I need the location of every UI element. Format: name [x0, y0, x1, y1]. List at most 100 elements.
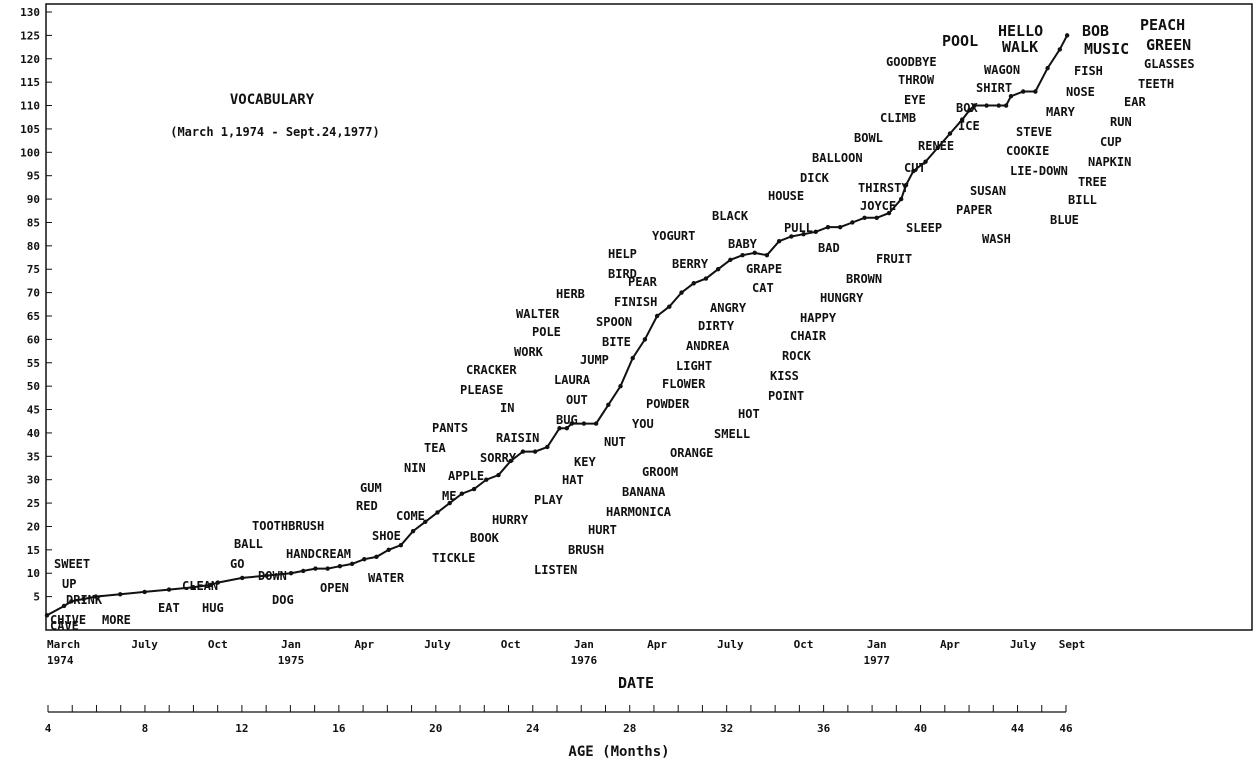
data-point — [764, 253, 770, 258]
y-tick-label: 60 — [27, 333, 40, 346]
age-tick-label: 44 — [1011, 722, 1025, 735]
data-point — [1064, 33, 1070, 38]
word-label: POOL — [942, 32, 978, 50]
word-label: STEVE — [1016, 125, 1052, 139]
data-point — [679, 290, 684, 295]
data-point — [508, 458, 513, 464]
word-label: WALK — [1002, 38, 1038, 56]
word-label: GO — [230, 557, 244, 571]
data-point — [581, 421, 587, 426]
word-label: KEY — [574, 455, 596, 469]
data-point — [362, 557, 367, 562]
y-tick-label: 125 — [20, 29, 40, 42]
y-axis: 5 10 15 20 25 30 35 40 45 50 55 60 65 70 75 80 85 90 95 100… — [20, 6, 52, 604]
data-point — [520, 449, 526, 454]
word-label: NOSE — [1066, 85, 1095, 99]
date-year-label: 1974 — [47, 654, 74, 667]
word-label: RED — [356, 499, 378, 513]
word-label: WORK — [514, 345, 544, 359]
word-label: BOOK — [470, 531, 500, 545]
word-label: MARY — [1046, 105, 1076, 119]
data-point — [789, 234, 794, 239]
word-label: BILL — [1068, 193, 1097, 207]
plot-frame — [45, 3, 1253, 631]
data-point — [691, 281, 696, 286]
word-label: BLUE — [1050, 213, 1079, 227]
data-point — [484, 477, 489, 482]
word-label: SPOON — [596, 315, 632, 329]
data-point — [398, 542, 404, 548]
word-label: SHOE — [372, 529, 401, 543]
data-point — [44, 613, 50, 618]
data-point — [654, 313, 660, 319]
age-tick-label: 32 — [720, 722, 733, 735]
word-labels: SWEETUPDRINKMORECHIVECAVECLEANEATHUGBALL… — [50, 16, 1195, 633]
word-label: HELLO — [998, 22, 1043, 40]
data-point — [557, 426, 562, 431]
word-label: BOB — [1082, 22, 1109, 40]
word-label: JOYCE — [860, 199, 896, 213]
word-label: BAD — [818, 241, 840, 255]
data-point — [947, 131, 953, 136]
data-point — [349, 561, 355, 567]
data-point — [69, 599, 74, 604]
word-label: YOGURT — [652, 229, 695, 243]
data-point — [386, 547, 391, 553]
word-label: PAPER — [956, 203, 993, 217]
word-label: FRUIT — [876, 252, 912, 266]
data-point — [208, 582, 213, 588]
y-tick-label: 75 — [27, 263, 40, 276]
word-label: EAR — [1124, 95, 1146, 109]
word-label: HOT — [738, 407, 760, 421]
word-label: NAPKIN — [1088, 155, 1131, 169]
word-label: GRAPE — [746, 262, 782, 276]
data-point — [959, 117, 965, 122]
y-tick-label: 65 — [27, 310, 40, 323]
data-point — [667, 304, 672, 309]
age-tick-label: 20 — [429, 722, 442, 735]
word-label: CUP — [1100, 135, 1122, 149]
y-tick-label: 10 — [27, 567, 40, 580]
age-tick-label: 28 — [623, 722, 636, 735]
y-tick-label: 105 — [20, 123, 40, 136]
word-label: HERB — [556, 287, 585, 301]
word-label: YOU — [632, 417, 654, 431]
data-point — [471, 486, 477, 492]
data-point — [850, 220, 855, 225]
word-label: POLE — [532, 325, 561, 339]
word-label: TEA — [424, 441, 446, 455]
y-tick-label: 80 — [27, 240, 40, 253]
word-label: SMELL — [714, 427, 750, 441]
data-point — [801, 231, 806, 237]
data-point — [837, 224, 843, 230]
data-point — [118, 592, 123, 597]
data-point — [715, 267, 721, 272]
word-label: BITE — [602, 335, 631, 349]
data-point — [325, 566, 330, 571]
word-label: LIE-DOWN — [1010, 164, 1068, 178]
date-tick-label: Apr — [940, 638, 960, 651]
date-tick-label: Oct — [208, 638, 228, 651]
word-label: NUT — [604, 435, 626, 449]
word-label: KISS — [770, 369, 799, 383]
word-label: BERRY — [672, 257, 709, 271]
word-label: GLASSES — [1144, 57, 1195, 71]
y-tick-label: 35 — [27, 450, 40, 463]
data-point — [1008, 93, 1014, 99]
word-label: MORE — [102, 613, 131, 627]
y-tick-label: 15 — [27, 544, 40, 557]
word-label: DIRTY — [698, 319, 735, 333]
date-tick-label: Apr — [647, 638, 667, 651]
word-label: BROWN — [846, 272, 882, 286]
data-point — [1033, 89, 1038, 94]
data-point — [142, 589, 147, 595]
age-tick-label: 4 — [45, 722, 52, 735]
data-point — [996, 103, 1001, 108]
date-tick-label: Oct — [794, 638, 814, 651]
word-label: BALL — [234, 537, 263, 551]
word-label: PANTS — [432, 421, 468, 435]
word-label: HURRY — [492, 513, 529, 527]
data-point — [166, 587, 172, 592]
word-label: HAPPY — [800, 311, 837, 325]
word-label: CLIMB — [880, 111, 916, 125]
